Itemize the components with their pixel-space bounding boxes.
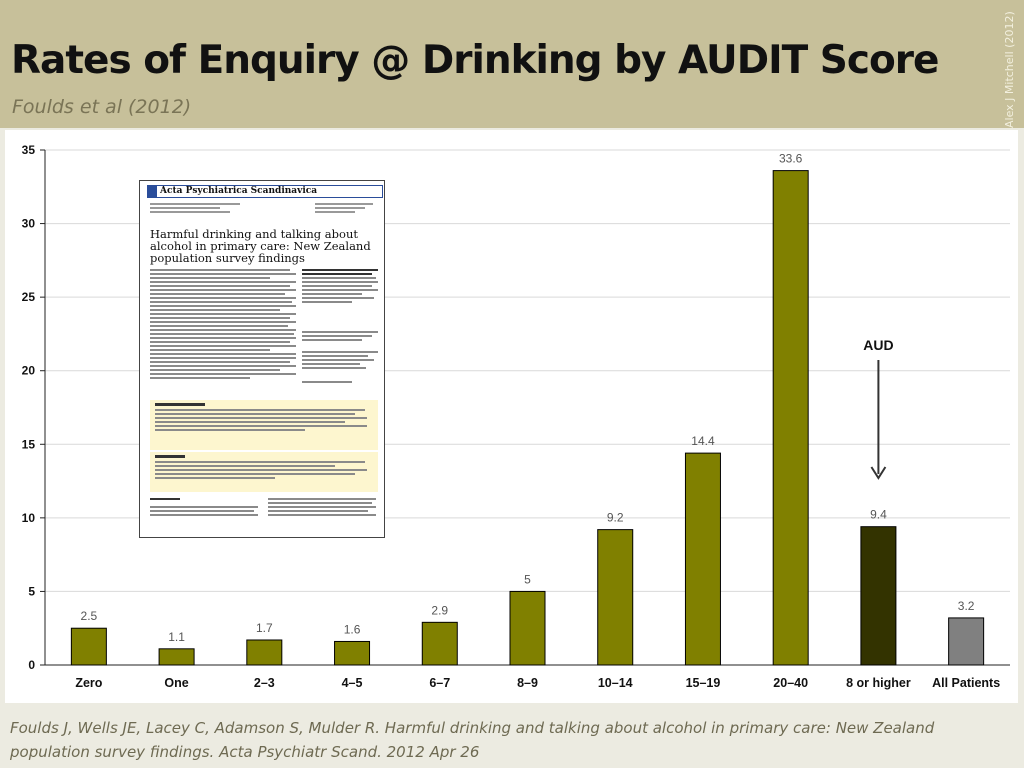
y-tick-label: 10 bbox=[22, 511, 36, 525]
paper-introduction bbox=[150, 498, 260, 518]
data-label: 14.4 bbox=[691, 434, 715, 448]
bar bbox=[158, 648, 195, 666]
data-label: 9.2 bbox=[607, 511, 624, 525]
bar bbox=[421, 621, 458, 666]
bar bbox=[948, 617, 985, 666]
y-tick-label: 25 bbox=[22, 290, 36, 304]
down-arrow-icon bbox=[870, 466, 887, 480]
y-tick-label: 35 bbox=[22, 143, 36, 157]
citation-footer: Foulds J, Wells JE, Lacey C, Adamson S, … bbox=[10, 716, 1010, 764]
journal-name: Acta Psychiatrica Scandinavica bbox=[147, 185, 383, 198]
author-credit: Alex J Mitchell (2012) bbox=[1003, 11, 1016, 128]
paper-body-text bbox=[268, 498, 378, 518]
aud-label: AUD bbox=[863, 337, 893, 353]
category-label: 6–7 bbox=[429, 676, 450, 690]
bar bbox=[334, 640, 371, 666]
bar bbox=[246, 639, 283, 666]
category-label: One bbox=[164, 676, 188, 690]
paper-meta-left bbox=[150, 201, 245, 215]
bar bbox=[684, 452, 721, 666]
bar bbox=[772, 170, 809, 666]
y-tick-label: 30 bbox=[22, 217, 36, 231]
paper-authors bbox=[302, 269, 380, 385]
data-label: 1.7 bbox=[256, 621, 273, 635]
paper-thumbnail: Acta Psychiatrica Scandinavica Harmful d… bbox=[139, 180, 385, 538]
category-label: 10–14 bbox=[598, 676, 633, 690]
bar bbox=[597, 529, 634, 666]
slide-subtitle: Foulds et al (2012) bbox=[12, 96, 192, 118]
data-label: 2.9 bbox=[431, 603, 448, 617]
bar bbox=[70, 627, 107, 666]
paper-meta-right bbox=[315, 201, 375, 215]
category-label: 15–19 bbox=[686, 676, 721, 690]
category-label: 8 or higher bbox=[846, 676, 911, 690]
category-label: 8–9 bbox=[517, 676, 538, 690]
limitations-box bbox=[150, 452, 378, 492]
paper-abstract bbox=[150, 269, 298, 381]
data-label: 5 bbox=[524, 572, 531, 586]
bar-chart: 0 5 10 15 20 25 30 35 2.5 Zero 1.1 One 1.7 2–3 1.6 4–5 2… bbox=[22, 143, 1010, 690]
y-tick-label: 0 bbox=[28, 658, 35, 672]
slide-title: Rates of Enquiry @ Drinking by AUDIT Sco… bbox=[11, 38, 939, 83]
category-label: All Patients bbox=[932, 676, 1000, 690]
category-label: 2–3 bbox=[254, 676, 275, 690]
data-label: 2.5 bbox=[81, 609, 98, 623]
data-label: 3.2 bbox=[958, 599, 975, 613]
header-band: Rates of Enquiry @ Drinking by AUDIT Sco… bbox=[0, 0, 1024, 128]
category-label: 20–40 bbox=[773, 676, 808, 690]
citation-line-2: population survey findings. Acta Psychia… bbox=[10, 743, 480, 761]
category-label: Zero bbox=[75, 676, 102, 690]
y-tick-label: 15 bbox=[22, 437, 36, 451]
citation-line-1: Foulds J, Wells JE, Lacey C, Adamson S, … bbox=[10, 719, 935, 737]
significant-outcomes-box bbox=[150, 400, 378, 450]
paper-title: Harmful drinking and talking about alcoh… bbox=[150, 227, 371, 265]
data-label: 1.1 bbox=[168, 630, 185, 644]
data-label: 9.4 bbox=[870, 508, 887, 522]
bar bbox=[860, 526, 897, 666]
category-label: 4–5 bbox=[342, 676, 363, 690]
bar bbox=[509, 590, 546, 666]
data-label: 1.6 bbox=[344, 622, 361, 636]
y-tick-label: 5 bbox=[28, 584, 35, 598]
y-tick-label: 20 bbox=[22, 364, 36, 378]
data-label: 33.6 bbox=[779, 152, 803, 166]
